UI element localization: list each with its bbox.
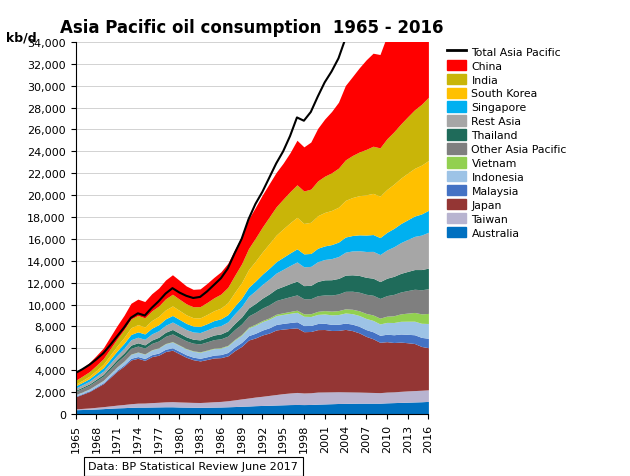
Text: Data: BP Statistical Review June 2017: Data: BP Statistical Review June 2017 [88,461,298,471]
Text: Asia Pacific oil consumption  1965 - 2016: Asia Pacific oil consumption 1965 - 2016 [60,19,444,37]
Text: kb/d: kb/d [6,31,37,44]
Legend: Total Asia Pacific, China, India, South Korea, Singapore, Rest Asia, Thailand, O: Total Asia Pacific, China, India, South … [444,45,569,240]
